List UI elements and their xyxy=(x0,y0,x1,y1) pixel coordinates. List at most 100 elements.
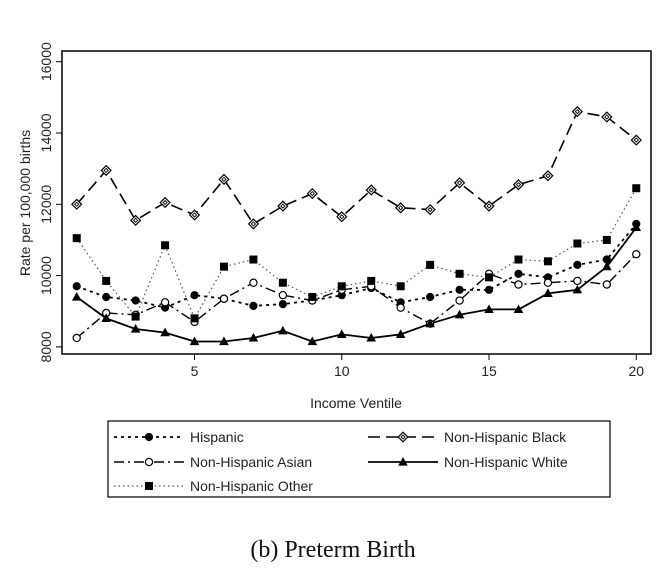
point-non-hispanic-other xyxy=(131,312,140,321)
plot-frame xyxy=(61,50,652,355)
point-non-hispanic-other xyxy=(485,273,494,282)
legend-label-non-hispanic-asian: Non-Hispanic Asian xyxy=(190,454,312,470)
point-non-hispanic-asian xyxy=(249,278,258,287)
point-non-hispanic-white xyxy=(189,336,200,346)
point-hispanic xyxy=(484,285,494,294)
plot-area: 8000 10000 12000 14000 16000 5 10 15 20 xyxy=(38,42,652,379)
point-non-hispanic-white xyxy=(130,324,141,333)
point-non-hispanic-black-inner xyxy=(221,176,227,182)
point-non-hispanic-other xyxy=(337,282,346,291)
point-non-hispanic-black-inner xyxy=(574,108,581,115)
legend-marker-non-hispanic-white xyxy=(398,457,408,466)
legend-marker-non-hispanic-other xyxy=(145,482,153,490)
point-non-hispanic-other xyxy=(161,241,170,250)
point-non-hispanic-white xyxy=(425,318,435,328)
point-non-hispanic-white xyxy=(219,336,229,346)
y-axis-title: Rate per 100,000 births xyxy=(17,130,33,276)
point-non-hispanic-black-inner xyxy=(427,206,433,213)
point-non-hispanic-black-inner xyxy=(339,214,345,220)
point-non-hispanic-asian xyxy=(514,280,523,289)
point-hispanic xyxy=(514,269,523,278)
series-line-non-hispanic-black xyxy=(76,110,637,225)
point-non-hispanic-black-inner xyxy=(74,201,80,207)
point-non-hispanic-black-inner xyxy=(515,182,522,188)
point-non-hispanic-white xyxy=(101,313,111,322)
point-non-hispanic-other xyxy=(573,239,582,248)
point-non-hispanic-asian xyxy=(219,294,229,303)
point-non-hispanic-white xyxy=(71,291,82,301)
point-non-hispanic-other xyxy=(514,255,523,264)
x-tick-label: 10 xyxy=(334,363,350,379)
point-non-hispanic-white xyxy=(160,327,170,337)
x-axis-title: Income Ventile xyxy=(310,395,402,411)
x-axis: 5 10 15 20 xyxy=(191,354,644,379)
point-non-hispanic-white xyxy=(572,284,583,294)
point-non-hispanic-asian xyxy=(396,303,405,312)
figure-caption: (b) Preterm Birth xyxy=(250,537,415,563)
point-non-hispanic-other xyxy=(308,292,317,301)
series-line-non-hispanic-other xyxy=(76,187,637,319)
point-non-hispanic-white xyxy=(336,329,347,338)
point-non-hispanic-other xyxy=(72,234,81,243)
point-non-hispanic-black-inner xyxy=(103,167,109,174)
point-hispanic xyxy=(190,291,199,300)
point-non-hispanic-white xyxy=(248,332,259,342)
point-hispanic xyxy=(72,282,81,291)
series-markers xyxy=(71,105,642,346)
point-non-hispanic-black-inner xyxy=(486,203,492,209)
point-non-hispanic-white xyxy=(513,304,524,314)
legend-marker-non-hispanic-black-inner xyxy=(400,434,406,440)
legend-label-hispanic: Hispanic xyxy=(190,429,244,445)
point-non-hispanic-other xyxy=(632,184,641,193)
legend-label-non-hispanic-black: Non-Hispanic Black xyxy=(444,429,567,445)
point-non-hispanic-black-inner xyxy=(398,205,404,211)
series-line-hispanic xyxy=(76,223,637,309)
point-non-hispanic-other xyxy=(426,260,435,269)
y-axis: 8000 10000 12000 14000 16000 xyxy=(38,42,62,362)
point-hispanic xyxy=(455,285,464,294)
point-non-hispanic-other xyxy=(190,314,199,323)
point-non-hispanic-asian xyxy=(573,276,582,286)
point-non-hispanic-white xyxy=(395,329,406,338)
y-tick-label: 14000 xyxy=(38,113,54,152)
y-tick-label: 16000 xyxy=(38,42,54,81)
legend-marker-hispanic xyxy=(144,432,154,442)
point-non-hispanic-asian xyxy=(278,290,288,300)
point-non-hispanic-other xyxy=(367,276,376,285)
y-tick-label: 8000 xyxy=(38,331,54,362)
point-non-hispanic-black-inner xyxy=(545,173,551,179)
point-non-hispanic-other xyxy=(278,278,287,287)
point-non-hispanic-black-inner xyxy=(162,199,168,206)
point-non-hispanic-black-inner xyxy=(280,203,286,209)
point-non-hispanic-other xyxy=(249,255,258,264)
point-non-hispanic-white xyxy=(454,309,465,319)
legend-label-non-hispanic-white: Non-Hispanic White xyxy=(444,454,568,470)
point-non-hispanic-asian xyxy=(602,280,612,289)
x-tick-label: 5 xyxy=(191,363,199,379)
point-hispanic xyxy=(102,292,111,302)
point-non-hispanic-black-inner xyxy=(191,212,198,218)
point-hispanic xyxy=(249,301,258,310)
point-hispanic xyxy=(426,292,435,302)
point-non-hispanic-other xyxy=(219,262,228,271)
point-non-hispanic-other xyxy=(543,257,552,266)
y-tick-label: 10000 xyxy=(38,256,54,295)
point-hispanic xyxy=(131,296,140,305)
point-non-hispanic-white xyxy=(484,304,494,314)
point-non-hispanic-asian xyxy=(160,298,170,307)
point-non-hispanic-other xyxy=(602,235,611,244)
point-non-hispanic-asian xyxy=(72,333,81,343)
point-hispanic xyxy=(278,299,287,309)
point-non-hispanic-black-inner xyxy=(633,137,639,143)
point-non-hispanic-black-inner xyxy=(309,190,315,197)
point-non-hispanic-white xyxy=(366,332,377,342)
legend-label-non-hispanic-other: Non-Hispanic Other xyxy=(190,478,313,494)
point-non-hispanic-black-inner xyxy=(456,180,463,186)
point-non-hispanic-white xyxy=(278,325,288,335)
point-hispanic xyxy=(573,260,582,269)
point-non-hispanic-asian xyxy=(543,278,553,287)
point-non-hispanic-white xyxy=(543,288,553,297)
point-non-hispanic-white xyxy=(631,222,642,232)
point-non-hispanic-black-inner xyxy=(368,187,374,193)
